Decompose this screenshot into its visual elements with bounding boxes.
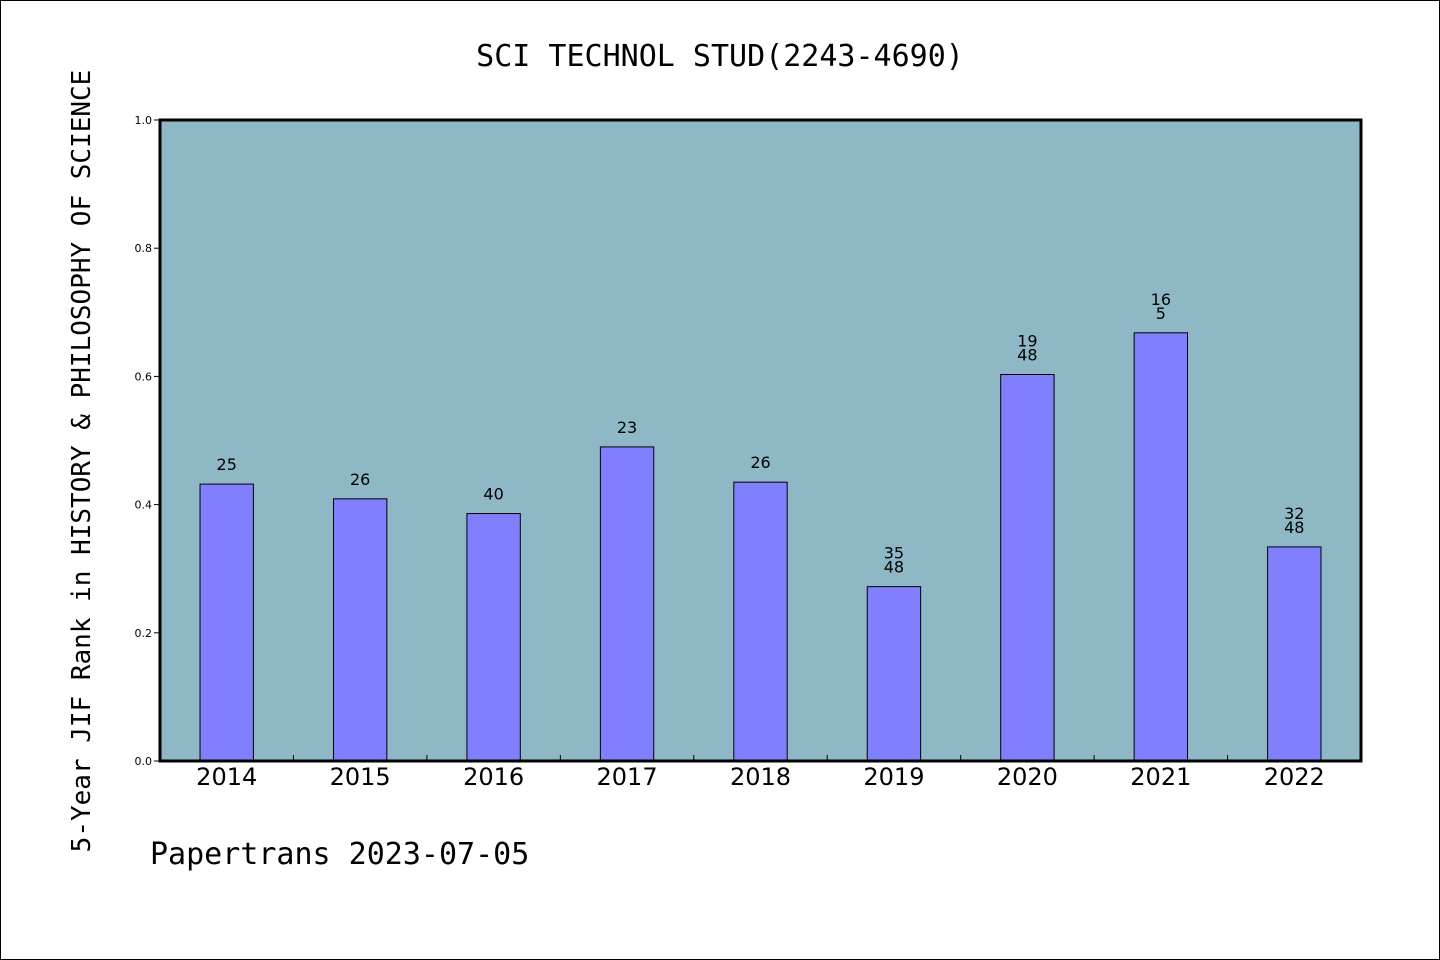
bar-2017 <box>599 446 655 762</box>
x-tick-label-2019: 2019 <box>863 763 924 791</box>
bar-label-2020-1: 19 <box>1017 331 1037 350</box>
bar-label-2014-1: 25 <box>217 455 237 474</box>
x-tick-label-2014: 2014 <box>196 763 257 791</box>
plot-border <box>158 118 1363 763</box>
chart-title: SCI TECHNOL STUD(2243-4690) <box>476 39 964 74</box>
y-axis-label: 5-Year JIF Rank in HISTORY & PHILOSOPHY … <box>67 70 97 853</box>
x-tick-label-2016: 2016 <box>463 763 524 791</box>
x-tick-label-2020: 2020 <box>997 763 1058 791</box>
x-tick-label-2018: 2018 <box>730 763 791 791</box>
bar-2022 <box>1267 546 1322 762</box>
y-tick-label-1.0: 1.0 <box>135 114 153 127</box>
y-tick-label-0.8: 0.8 <box>135 242 153 255</box>
x-tick-label-2022: 2022 <box>1264 763 1325 791</box>
y-tick-label-0.2: 0.2 <box>135 627 153 640</box>
footer-credit: Papertrans 2023-07-05 <box>150 837 529 872</box>
y-tick-label-0.6: 0.6 <box>135 370 153 383</box>
bar-2019 <box>866 586 922 762</box>
bar-label-2018-1: 26 <box>750 453 770 472</box>
bar-2021 <box>1133 332 1189 762</box>
bar-label-2016-1: 40 <box>483 485 503 504</box>
bar-label-2020-2: 48 <box>1017 345 1037 364</box>
bar-label-2019-2: 48 <box>884 558 904 577</box>
x-axis: 2014 2015 2016 2017 2018 2019 2020 2021 2022 <box>196 755 1325 791</box>
bar-label-2017-1: 23 <box>617 418 637 437</box>
bar-label-2022-2: 48 <box>1284 518 1304 537</box>
x-tick-label-2017: 2017 <box>597 763 658 791</box>
y-axis: 0.0 0.2 0.4 0.6 0.8 1.0 <box>135 114 160 768</box>
bar-label-2019-1: 35 <box>884 544 904 563</box>
x-tick-label-2021: 2021 <box>1130 763 1191 791</box>
y-tick-label-0.4: 0.4 <box>135 499 153 512</box>
bar-2015 <box>332 498 388 762</box>
x-tick-label-2015: 2015 <box>330 763 391 791</box>
bar-label-2022-1: 32 <box>1284 504 1304 523</box>
bar-2016 <box>466 513 521 762</box>
bar-label-2021-1: 16 <box>1151 290 1171 309</box>
bar-2014 <box>199 483 254 762</box>
bar-2018 <box>733 481 788 762</box>
y-tick-label-0.0: 0.0 <box>135 755 153 768</box>
bar-label-2015-1: 26 <box>350 470 370 489</box>
bar-2020 <box>1000 373 1055 762</box>
bar-label-2021-2: 5 <box>1156 304 1166 323</box>
